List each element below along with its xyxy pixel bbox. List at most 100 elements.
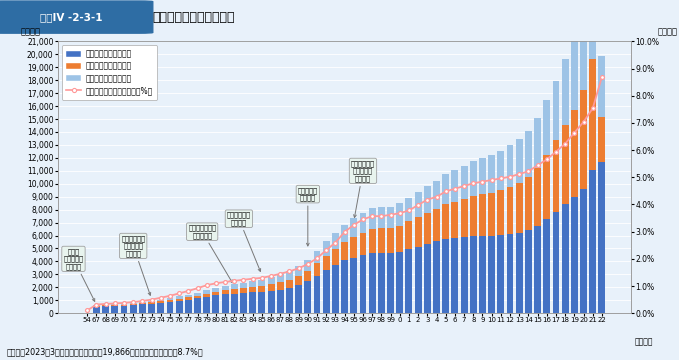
Bar xyxy=(460,237,468,313)
Bar xyxy=(213,292,219,295)
Bar xyxy=(369,208,375,229)
Bar xyxy=(498,235,504,313)
Bar xyxy=(359,213,367,233)
Bar xyxy=(259,280,265,286)
Bar xyxy=(598,56,606,117)
Bar xyxy=(314,264,320,276)
Bar xyxy=(479,194,486,236)
Bar xyxy=(359,233,367,255)
Bar xyxy=(470,196,477,236)
Bar xyxy=(433,181,440,209)
Bar xyxy=(323,242,330,256)
Bar xyxy=(488,236,495,313)
Bar xyxy=(130,304,136,305)
Bar xyxy=(148,304,155,313)
Bar xyxy=(369,229,375,253)
Bar xyxy=(130,303,136,304)
Bar xyxy=(562,125,568,204)
Bar xyxy=(442,174,449,204)
Bar xyxy=(397,252,403,313)
Bar xyxy=(460,199,468,237)
Bar xyxy=(562,204,568,313)
Bar xyxy=(176,301,183,313)
Bar xyxy=(231,293,238,313)
Bar xyxy=(277,282,284,290)
Bar xyxy=(415,247,422,313)
Bar xyxy=(194,298,201,313)
Text: 女性自衛官の在職者推移: 女性自衛官の在職者推移 xyxy=(153,10,236,24)
Bar xyxy=(231,284,238,289)
Bar xyxy=(433,241,440,313)
Text: （割合）: （割合） xyxy=(657,27,677,36)
Bar xyxy=(332,265,339,313)
Bar xyxy=(286,288,293,313)
Bar xyxy=(213,295,219,313)
Bar xyxy=(341,225,348,242)
Bar xyxy=(158,300,164,301)
Text: 防医大学生に
採用開始: 防医大学生に 採用開始 xyxy=(227,212,261,271)
Bar xyxy=(571,109,578,197)
Bar xyxy=(185,297,191,300)
Bar xyxy=(516,183,523,233)
Bar xyxy=(102,306,109,313)
Bar xyxy=(286,280,293,288)
Bar xyxy=(442,239,449,313)
Bar xyxy=(166,298,173,300)
Bar xyxy=(314,251,320,264)
FancyBboxPatch shape xyxy=(0,1,153,33)
Bar xyxy=(452,238,458,313)
Bar xyxy=(259,292,265,313)
Bar xyxy=(314,276,320,313)
Bar xyxy=(350,218,357,237)
Text: 海自・空自の
一般職域に
採用開始: 海自・空自の 一般職域に 採用開始 xyxy=(121,235,151,295)
Bar xyxy=(452,202,458,238)
Bar xyxy=(424,186,430,213)
Bar xyxy=(323,256,330,270)
Bar xyxy=(553,140,559,212)
Bar xyxy=(598,117,606,162)
Bar xyxy=(378,207,385,229)
Bar xyxy=(516,139,523,183)
Bar xyxy=(452,170,458,202)
Bar xyxy=(213,288,219,292)
Bar xyxy=(139,305,146,313)
Text: 防大学生に
採用開始: 防大学生に 採用開始 xyxy=(298,187,318,246)
Bar xyxy=(148,301,155,302)
Bar xyxy=(387,228,394,253)
Bar xyxy=(295,276,302,285)
Text: （人数）: （人数） xyxy=(20,27,41,36)
Bar xyxy=(332,249,339,265)
Bar xyxy=(470,236,477,313)
Bar xyxy=(295,266,302,276)
Text: 医官・歯科医官
に採用開始: 医官・歯科医官 に採用開始 xyxy=(188,225,232,283)
Bar xyxy=(571,197,578,313)
Text: （注）　2023年3月末現在女性自衛官は19,866名（全自衛官現員の約8.7%）: （注） 2023年3月末現在女性自衛官は19,866名（全自衛官現員の約8.7%… xyxy=(7,347,204,356)
Bar xyxy=(240,288,247,293)
Bar xyxy=(387,253,394,313)
Bar xyxy=(176,299,183,301)
Bar xyxy=(498,190,504,235)
Bar xyxy=(525,230,532,313)
Bar xyxy=(111,306,118,313)
Bar xyxy=(580,8,587,90)
Bar xyxy=(397,226,403,252)
Text: 陸自の
一般職域に
採用開始: 陸自の 一般職域に 採用開始 xyxy=(63,248,94,301)
Bar xyxy=(203,294,210,297)
Bar xyxy=(589,59,596,170)
Bar xyxy=(286,271,293,280)
Bar xyxy=(130,305,136,313)
Bar xyxy=(589,0,596,59)
Bar xyxy=(516,233,523,313)
Bar xyxy=(479,236,486,313)
Bar xyxy=(249,292,256,313)
Bar xyxy=(424,244,430,313)
Bar xyxy=(479,158,486,194)
Bar xyxy=(304,271,311,282)
Bar xyxy=(507,186,513,234)
Bar xyxy=(534,168,541,226)
Bar xyxy=(323,270,330,313)
Legend: 女性自衛官人数（陸）, 女性自衛官人数（海）, 女性自衛官人数（空）, 女性自衛官／自衛官総数（%）: 女性自衛官人数（陸）, 女性自衛官人数（海）, 女性自衛官人数（空）, 女性自衛… xyxy=(62,45,157,100)
Bar xyxy=(415,192,422,217)
Bar xyxy=(525,131,532,177)
Bar xyxy=(378,253,385,313)
